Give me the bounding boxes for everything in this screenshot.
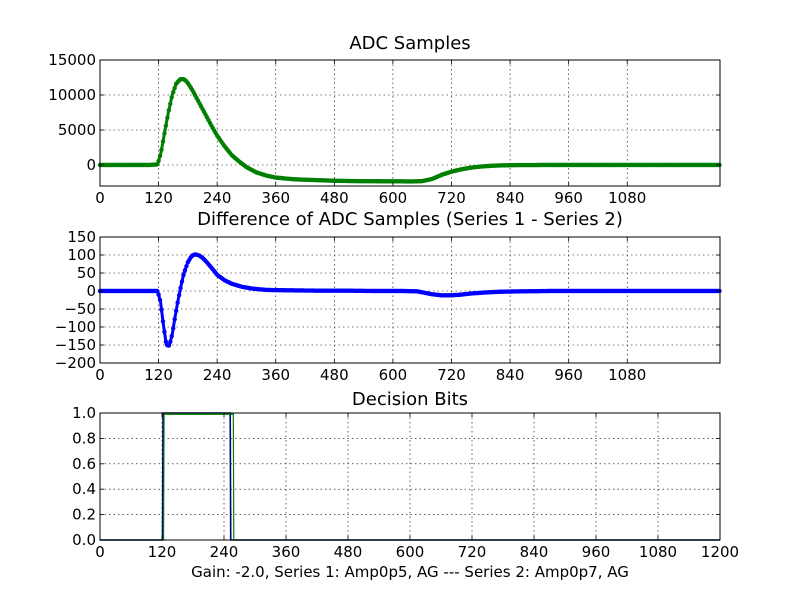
decision-bits-xtick-label: 1080 [639, 543, 677, 561]
difference-xtick-label: 360 [261, 366, 290, 384]
difference-ytick-label: −200 [55, 354, 96, 372]
adc-samples-data-point [154, 162, 160, 167]
difference-data-point [184, 264, 189, 269]
difference-xtick-label: 480 [320, 366, 349, 384]
difference-data-point [154, 288, 160, 294]
decision-bits-ytick-label: 0.2 [72, 506, 96, 524]
adc-samples-ytick-label: 5000 [58, 121, 96, 139]
decision-bits-ytick-label: 1.0 [72, 404, 96, 422]
difference-data-point [156, 292, 161, 297]
adc-samples-data-point [160, 139, 166, 144]
difference-data-point [173, 308, 179, 313]
adc-samples-data-point [156, 158, 161, 164]
difference-ytick-label: 0 [86, 282, 96, 300]
adc-samples-ticks: 0 120 240 360 480 600 720 840 960 1080 0 5000 10000 1… [48, 51, 721, 207]
adc-samples-xtick-label: 840 [496, 189, 525, 207]
difference-data-point [162, 329, 167, 334]
adc-samples-xtick-label: 720 [437, 189, 466, 207]
difference-xtick-label: 960 [554, 366, 583, 384]
decision-bits-xtick-label: 960 [582, 543, 611, 561]
decision-bits-xtick-label: 360 [272, 543, 301, 561]
figure-caption: Gain: -2.0, Series 1: Amp0p5, AG --- Ser… [191, 563, 629, 581]
difference-panel: 0 120 240 360 480 600 720 840 960 1080 −200−150−10… [55, 209, 722, 384]
adc-samples-xtick-label: 600 [379, 189, 408, 207]
adc-samples-data-point [162, 131, 167, 136]
decision-bits-xtick-label: 720 [458, 543, 487, 561]
adc-samples-data-point [171, 90, 176, 95]
difference-xtick-label: 600 [379, 366, 408, 384]
difference-data-point [182, 268, 188, 273]
difference-xtick-label: 840 [496, 366, 525, 384]
decision-bits-xtick-label: 480 [334, 543, 363, 561]
adc-samples-xtick-label: 1080 [608, 189, 646, 207]
decision-bits-panel: 0 120 240 360 480 600 720 840 960 1080 1200 0.0 0.2 0… [72, 389, 739, 561]
difference-data-point [171, 326, 176, 331]
difference-xtick-label: 720 [437, 366, 466, 384]
adc-samples-panel: 0 120 240 360 480 600 720 840 960 1080 0 5000 10000 1… [48, 33, 722, 207]
adc-samples-data-point [159, 147, 164, 152]
difference-ytick-label: 50 [77, 264, 96, 282]
adc-samples-data-point [165, 115, 170, 120]
decision-bits-xtick-label: 840 [520, 543, 549, 561]
decision-bits-xtick-label: 0 [95, 543, 105, 561]
decision-bits-ytick-label: 0.6 [72, 455, 96, 473]
adc-samples-marks [97, 76, 722, 184]
difference-ytick-label: −50 [64, 300, 96, 318]
adc-samples-xtick-label: 0 [95, 189, 105, 207]
decision-bits-axes-border [99, 412, 721, 541]
difference-ytick-label: −150 [55, 336, 96, 354]
decision-bits-ticks: 0 120 240 360 480 600 720 840 960 1080 1200 0.0 0.2 0… [72, 404, 739, 561]
difference-ytick-label: 150 [67, 228, 96, 246]
decision-bits-xtick-label: 1200 [701, 543, 739, 561]
difference-xtick-label: 120 [144, 366, 173, 384]
adc-samples-data-point [157, 153, 163, 159]
adc-samples-axes-border [99, 59, 721, 187]
difference-data-point [166, 343, 172, 348]
difference-data-point [175, 300, 180, 305]
decision-bits-ytick-label: 0.4 [72, 480, 96, 498]
adc-samples-data-point [163, 123, 169, 128]
difference-data-point [176, 293, 182, 298]
difference-xtick-label: 0 [95, 366, 105, 384]
difference-xtick-label: 1080 [608, 366, 646, 384]
adc-samples-data-point [172, 85, 177, 91]
difference-data-point [172, 317, 177, 322]
adc-samples-title: ADC Samples [349, 33, 470, 54]
difference-axes-border [99, 236, 721, 364]
decision-bits-ytick-label: 0.8 [72, 429, 96, 447]
difference-data-point [168, 339, 173, 345]
difference-data-point [159, 307, 164, 312]
adc-samples-ytick-label: 15000 [48, 51, 96, 69]
difference-data-point [181, 272, 186, 278]
adc-samples-data-point [168, 101, 173, 106]
difference-data-point [163, 339, 169, 344]
difference-ticks: 0 120 240 360 480 600 720 840 960 1080 −200−150−10… [55, 228, 721, 384]
difference-ytick-label: −100 [55, 318, 96, 336]
adc-samples-data-point [166, 108, 172, 113]
adc-samples-xtick-label: 120 [144, 189, 173, 207]
decision-bits-xtick-label: 600 [396, 543, 425, 561]
difference-data-point [157, 297, 163, 303]
decision-bits-xtick-label: 120 [148, 543, 177, 561]
difference-marks [97, 252, 722, 348]
adc-samples-xtick-label: 480 [320, 189, 349, 207]
difference-title: Difference of ADC Samples (Series 1 - Se… [197, 209, 623, 230]
decision-bits-ytick-label: 0.0 [72, 531, 96, 549]
difference-xtick-label: 240 [203, 366, 232, 384]
difference-data-point [160, 319, 166, 324]
adc-samples-xtick-label: 240 [203, 189, 232, 207]
difference-data-point [178, 285, 183, 291]
difference-data-point [179, 279, 185, 284]
decision-bits-title: Decision Bits [352, 389, 468, 410]
adc-samples-ytick-label: 10000 [48, 86, 96, 104]
decision-bits-xtick-label: 240 [210, 543, 239, 561]
difference-data-point [169, 333, 174, 339]
adc-samples-xtick-label: 960 [554, 189, 583, 207]
difference-ytick-label: 100 [67, 246, 96, 264]
adc-samples-xtick-label: 360 [261, 189, 290, 207]
adc-samples-ytick-label: 0 [86, 156, 96, 174]
adc-samples-data-point [169, 94, 174, 100]
